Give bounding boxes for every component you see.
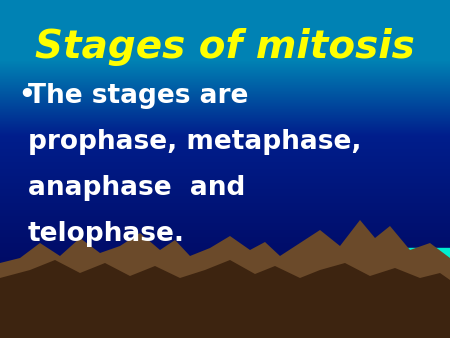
Text: Stages of mitosis: Stages of mitosis: [35, 28, 415, 66]
Text: telophase.: telophase.: [28, 221, 185, 247]
Text: anaphase  and: anaphase and: [28, 175, 245, 201]
Bar: [0, 288, 450, 338]
Polygon shape: [0, 260, 450, 338]
Text: •: •: [18, 83, 35, 109]
Bar: [350, 248, 450, 338]
Text: The stages are: The stages are: [28, 83, 248, 109]
Polygon shape: [0, 220, 450, 338]
Text: prophase, metaphase,: prophase, metaphase,: [28, 129, 361, 155]
